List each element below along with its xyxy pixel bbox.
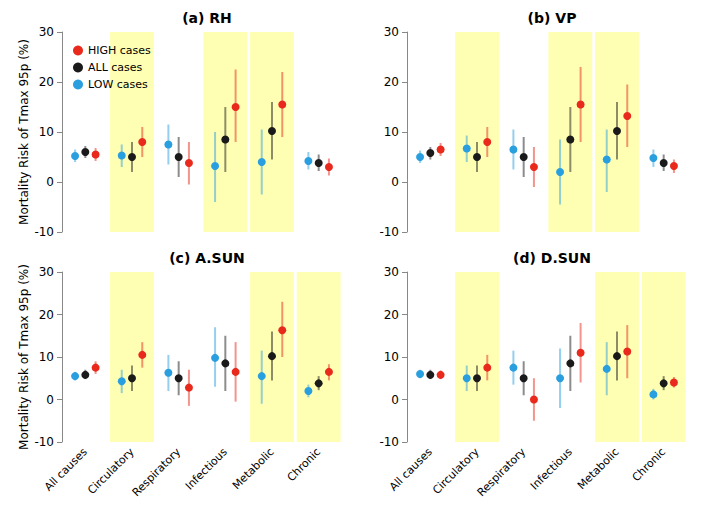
svg-text:0: 0: [46, 393, 54, 407]
svg-text:30: 30: [384, 25, 399, 39]
svg-text:10: 10: [39, 350, 54, 364]
svg-text:0: 0: [391, 175, 399, 189]
svg-text:0: 0: [391, 393, 399, 407]
svg-text:Metabolic: Metabolic: [575, 445, 622, 492]
svg-text:30: 30: [39, 25, 54, 39]
svg-text:Chronic: Chronic: [285, 445, 324, 484]
svg-text:Circulatory: Circulatory: [85, 445, 137, 497]
svg-text:10: 10: [384, 125, 399, 139]
svg-text:20: 20: [39, 75, 54, 89]
svg-text:Infectious: Infectious: [528, 445, 575, 492]
svg-text:Metabolic: Metabolic: [230, 445, 277, 492]
svg-text:-10: -10: [379, 225, 399, 239]
svg-text:All causes: All causes: [42, 445, 90, 493]
svg-text:-10: -10: [34, 225, 54, 239]
svg-text:HIGH cases: HIGH cases: [88, 44, 151, 57]
svg-text:20: 20: [384, 75, 399, 89]
svg-text:-10: -10: [379, 435, 399, 449]
svg-text:(c) A.SUN: (c) A.SUN: [169, 250, 245, 266]
svg-text:(d) D.SUN: (d) D.SUN: [513, 250, 591, 266]
svg-text:LOW cases: LOW cases: [88, 78, 148, 91]
svg-text:20: 20: [384, 308, 399, 322]
svg-text:10: 10: [39, 125, 54, 139]
svg-text:-10: -10: [34, 435, 54, 449]
svg-text:Respiratory: Respiratory: [475, 445, 529, 499]
svg-text:Mortality Risk of Tmax 95p (%): Mortality Risk of Tmax 95p (%): [17, 39, 31, 225]
svg-text:All causes: All causes: [387, 445, 435, 493]
svg-text:10: 10: [384, 350, 399, 364]
svg-text:(b) VP: (b) VP: [528, 10, 577, 26]
svg-text:30: 30: [39, 265, 54, 279]
svg-text:Mortality Risk of Tmax 95p (%): Mortality Risk of Tmax 95p (%): [17, 264, 31, 450]
svg-text:Chronic: Chronic: [630, 445, 669, 484]
svg-text:20: 20: [39, 308, 54, 322]
svg-text:Infectious: Infectious: [183, 445, 230, 492]
svg-text:ALL cases: ALL cases: [88, 61, 143, 74]
svg-text:Circulatory: Circulatory: [430, 445, 482, 497]
svg-text:(a) RH: (a) RH: [182, 10, 232, 26]
svg-text:0: 0: [46, 175, 54, 189]
svg-text:Respiratory: Respiratory: [130, 445, 184, 499]
svg-text:30: 30: [384, 265, 399, 279]
